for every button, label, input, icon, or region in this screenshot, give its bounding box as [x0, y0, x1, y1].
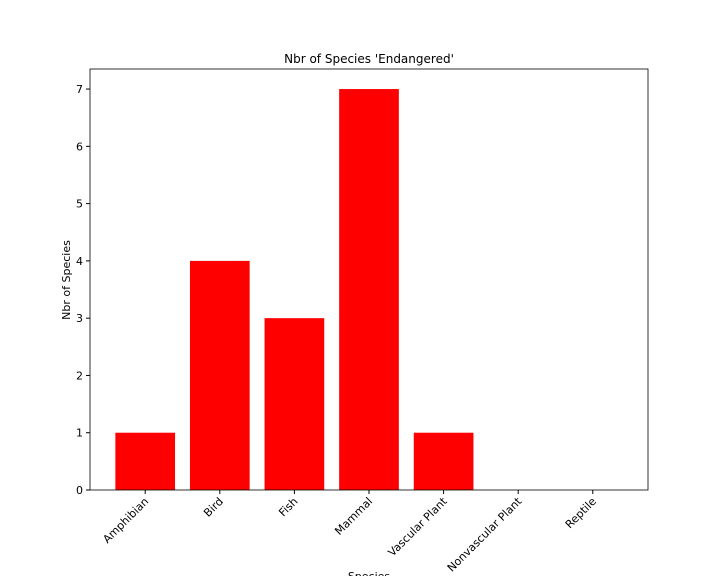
y-axis-label: Nbr of Species: [60, 240, 73, 320]
y-tick-label: 1: [76, 427, 83, 440]
y-tick-label: 3: [76, 312, 83, 325]
bar: [264, 318, 325, 490]
bar: [413, 432, 474, 490]
bar: [189, 260, 250, 490]
y-tick-label: 2: [76, 369, 83, 382]
plot-frame: [89, 68, 649, 491]
x-axis-label: Species: [348, 570, 391, 576]
y-tick-label: 4: [76, 255, 83, 268]
chart-title: Nbr of Species 'Endangered': [284, 52, 454, 66]
y-tick-label: 0: [76, 484, 83, 497]
y-tick-label: 6: [76, 140, 83, 153]
bar: [339, 89, 399, 491]
y-tick-label: 5: [76, 198, 83, 211]
bar: [115, 432, 176, 490]
y-tick-label: 7: [76, 83, 83, 96]
